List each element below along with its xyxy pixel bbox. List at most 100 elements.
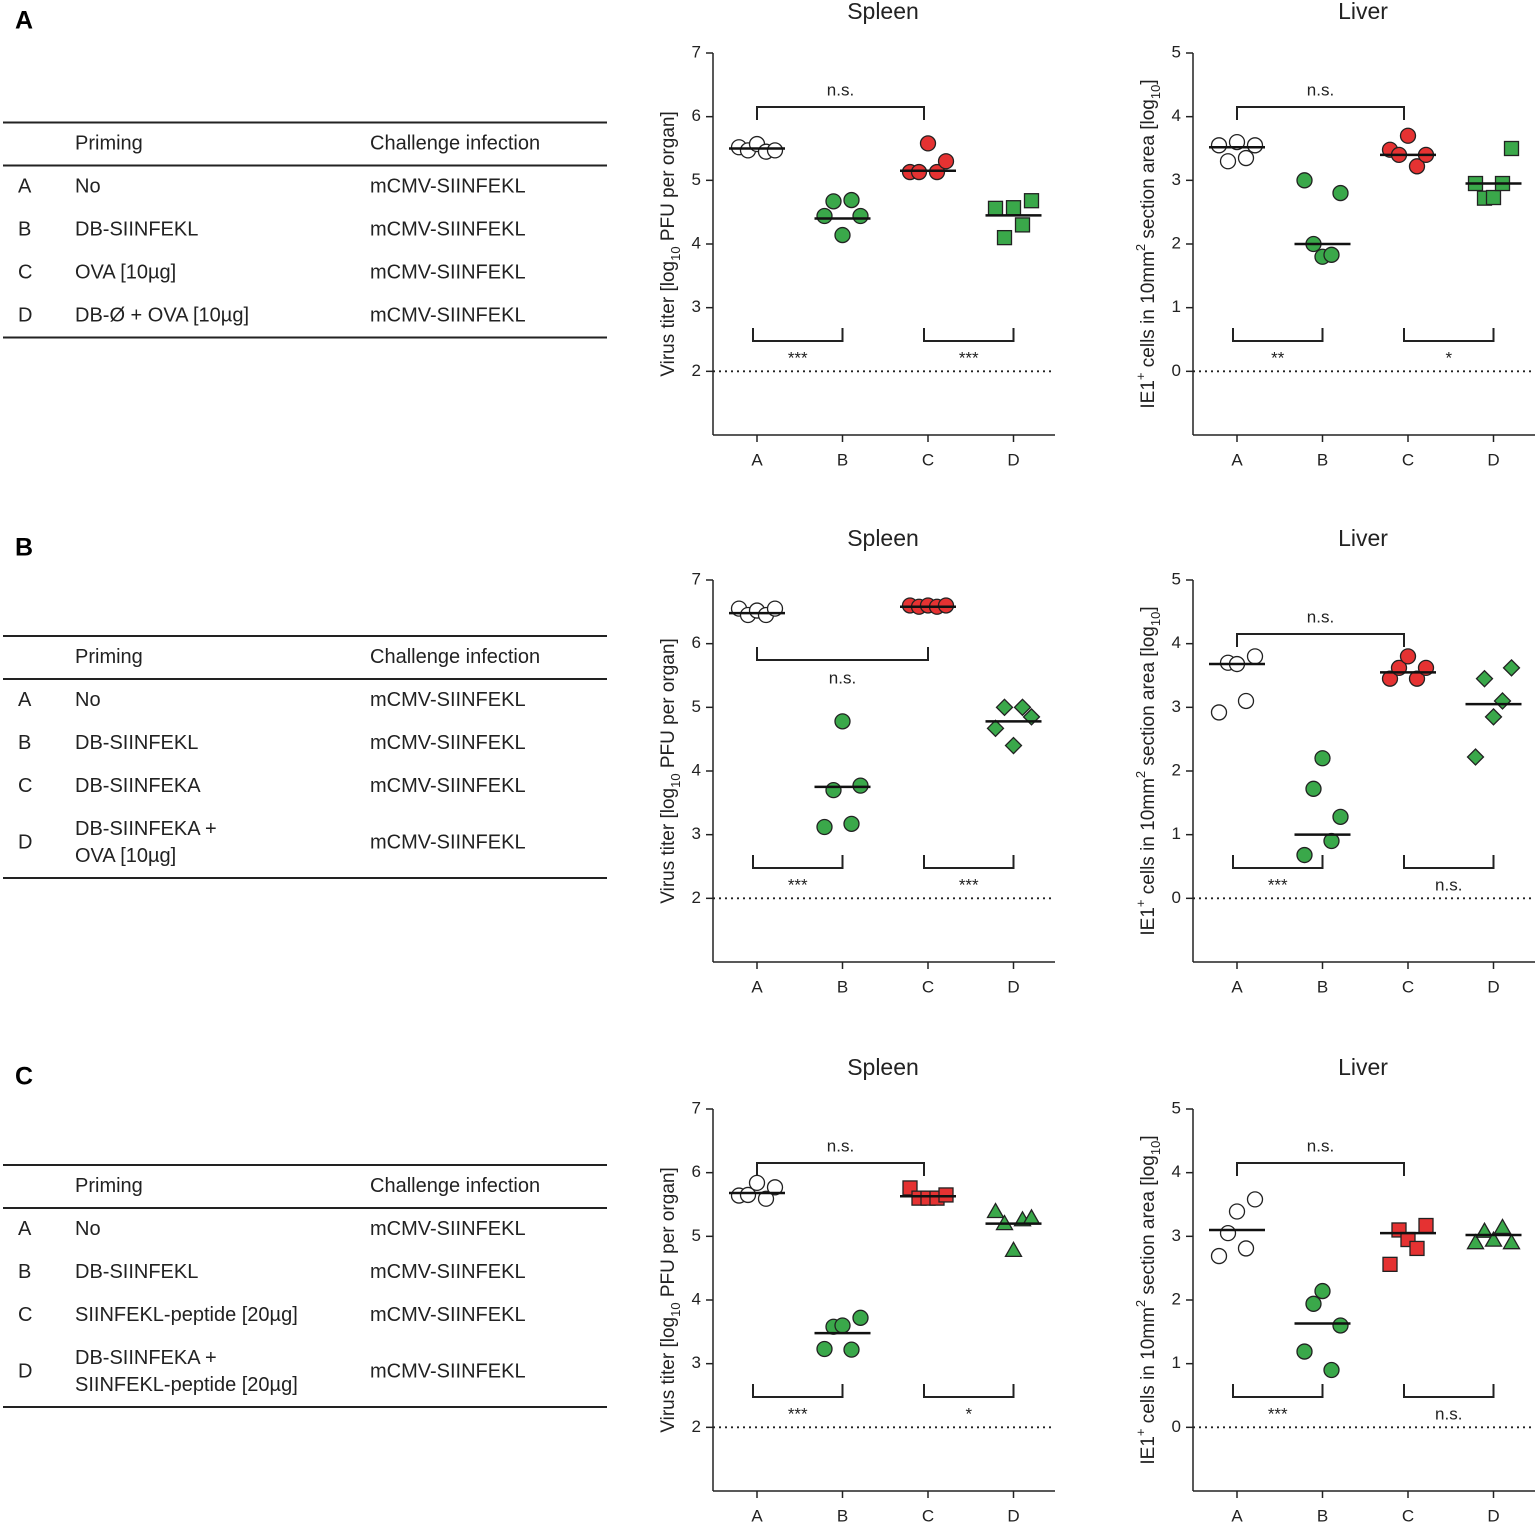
y-tick-label: 7 [692,569,701,588]
data-point [986,719,1005,738]
data-point [1475,1221,1494,1238]
significance-bracket [1236,106,1405,120]
y-axis-label-part: 10 [668,773,683,787]
table-header: Challenge infection [370,646,540,668]
table-header: Priming [75,646,143,668]
chart-title: Liver [1338,525,1388,551]
y-axis-label-part: cells in 10mm [1138,251,1159,372]
y-tick-label: 5 [692,697,701,716]
significance-label: *** [959,875,979,894]
y-tick-label: 2 [692,1417,701,1436]
data-point [1210,137,1228,154]
chart-title: Spleen [847,0,919,24]
y-tick-label: 1 [1172,297,1181,316]
y-axis-label-part: PFU per organ] [658,111,679,246]
data-point [1484,1230,1503,1247]
y-axis-label: IE1+ cells in 10mm2 section area [log10] [1133,1135,1163,1464]
data-point [987,200,1004,216]
table-cell: mCMV-SIINFEKL [370,689,526,711]
table-cell: mCMV-SIINFEKL [370,775,526,797]
data-point [1004,736,1023,755]
table-cell: DB-SIINFEKA [75,775,201,797]
data-point [1485,189,1502,206]
x-tick-label: D [1007,977,1019,996]
data-point [1014,217,1031,233]
data-point [919,135,937,152]
x-tick-label: A [1231,977,1243,996]
table-cell: SIINFEKL-peptide [20µg] [75,1304,298,1326]
y-axis-label-part: section area [log [1138,1155,1159,1300]
data-point [1475,669,1494,688]
x-tick-label: D [1487,450,1499,469]
data-point [995,698,1014,717]
y-tick-label: 3 [692,297,701,316]
y-tick-label: 5 [1172,1098,1181,1117]
y-axis-label-part: ] [1138,79,1159,84]
x-tick-label: C [922,450,934,469]
x-tick-label: D [1007,1506,1019,1525]
y-tick-label: 7 [692,1098,701,1117]
x-tick-label: A [1231,450,1243,469]
data-point [834,713,851,730]
significance-label: *** [788,1404,808,1423]
y-axis-label-part: PFU per organ] [658,1167,679,1302]
table-cell: OVA [10µg] [75,261,176,283]
table-cell: mCMV-SIINFEKL [370,261,526,283]
table-cell: DB-SIINFEKL [75,218,198,240]
y-tick-label: 0 [1172,361,1181,380]
y-tick-label: 3 [1172,170,1181,189]
data-point [1228,133,1246,151]
significance-label: *** [959,348,979,367]
significance-bracket [1236,633,1405,647]
table-cell: mCMV-SIINFEKL [370,1261,526,1283]
y-tick-label: 4 [692,1289,701,1308]
data-point [1237,1240,1255,1257]
table-cell: C [18,1304,32,1326]
significance-label: n.s. [1307,607,1334,626]
data-point [1418,1217,1434,1234]
data-point [1210,1247,1228,1265]
y-axis-label-part: 10 [668,246,683,260]
data-point [843,191,860,209]
data-point [1219,153,1237,170]
data-point [816,1340,833,1358]
y-tick-label: 2 [1172,1289,1181,1308]
data-point [1466,1233,1485,1250]
y-axis-label-part: 10 [1148,85,1163,99]
data-point [1323,246,1340,263]
y-axis-label-part: IE1 [1138,1436,1159,1465]
significance-bracket [756,1162,925,1176]
y-tick-label: 5 [1172,42,1181,61]
significance-bracket [1403,328,1495,342]
x-tick-label: B [1317,977,1328,996]
data-point [1502,1233,1521,1250]
table-cell: B [18,732,31,754]
significance-label: n.s. [1435,1404,1462,1423]
data-point [1237,692,1255,710]
y-axis-label-part: + [1133,1428,1148,1436]
x-tick-label: D [1487,1506,1499,1525]
data-point [739,1186,757,1204]
y-tick-label: 4 [1172,1162,1181,1181]
x-tick-label: B [1317,450,1328,469]
y-tick-label: 3 [1172,1226,1181,1245]
x-tick-label: C [922,977,934,996]
data-point [1210,704,1228,721]
data-point [1246,648,1264,665]
data-point [1305,780,1322,797]
data-point [1228,1203,1246,1220]
table-cell: mCMV-SIINFEKL [370,732,526,754]
y-tick-label: 3 [692,1353,701,1372]
data-point [825,193,842,210]
y-tick-label: 5 [1172,569,1181,588]
table-header: Challenge infection [370,132,540,154]
y-axis-label-part: ] [1138,606,1159,611]
panel-label: A [15,7,33,35]
table-cell: DB-SIINFEKL [75,1261,198,1283]
significance-bracket [752,328,844,342]
significance-bracket [1403,1384,1495,1398]
y-axis-label: Virus titer [log10 PFU per organ] [658,638,683,903]
y-tick-label: 5 [692,1226,701,1245]
data-point [1305,1295,1322,1312]
significance-label: ** [1271,348,1285,367]
